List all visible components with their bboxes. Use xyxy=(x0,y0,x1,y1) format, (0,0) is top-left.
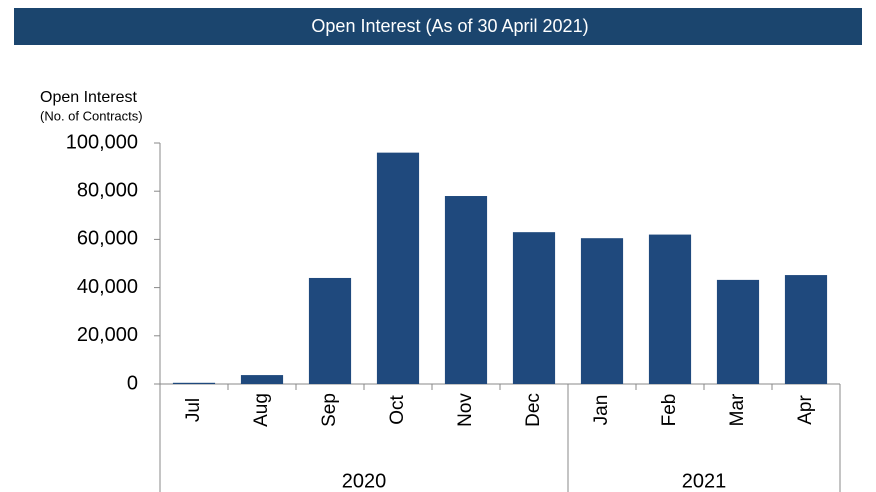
x-tick-label: Jul xyxy=(183,398,204,422)
bar xyxy=(648,234,692,384)
x-tick-label: Apr xyxy=(795,395,816,425)
bar xyxy=(716,279,760,384)
bar xyxy=(240,375,284,384)
y-tick-label: 0 xyxy=(127,372,138,394)
x-tick-label: Nov xyxy=(455,393,476,427)
bar xyxy=(512,232,556,384)
x-tick-label: Aug xyxy=(251,393,272,427)
bar xyxy=(376,152,420,384)
x-tick-label: Dec xyxy=(523,393,544,427)
header-bar xyxy=(14,8,862,45)
x-tick-label: Oct xyxy=(387,395,408,425)
year-label: 2021 xyxy=(682,470,727,492)
y-tick-label: 40,000 xyxy=(77,276,138,298)
y-tick-label: 20,000 xyxy=(77,324,138,346)
bar xyxy=(784,275,828,384)
x-tick-label: Jan xyxy=(591,395,612,426)
x-tick-label: Mar xyxy=(727,393,748,426)
x-tick-label: Sep xyxy=(319,393,340,427)
y-tick-label: 100,000 xyxy=(66,131,138,153)
bar xyxy=(444,196,488,384)
year-label: 2020 xyxy=(342,470,387,492)
y-tick-label: 60,000 xyxy=(77,228,138,250)
chart-title: Open Interest (As of 30 April 2021) xyxy=(311,16,588,36)
y-axis-subtitle: (No. of Contracts) xyxy=(40,108,143,123)
bar xyxy=(308,277,352,384)
y-tick-label: 80,000 xyxy=(77,179,138,201)
bar xyxy=(580,238,624,384)
bar xyxy=(172,382,216,384)
x-tick-label: Feb xyxy=(659,394,680,427)
y-axis-title: Open Interest xyxy=(40,89,138,106)
